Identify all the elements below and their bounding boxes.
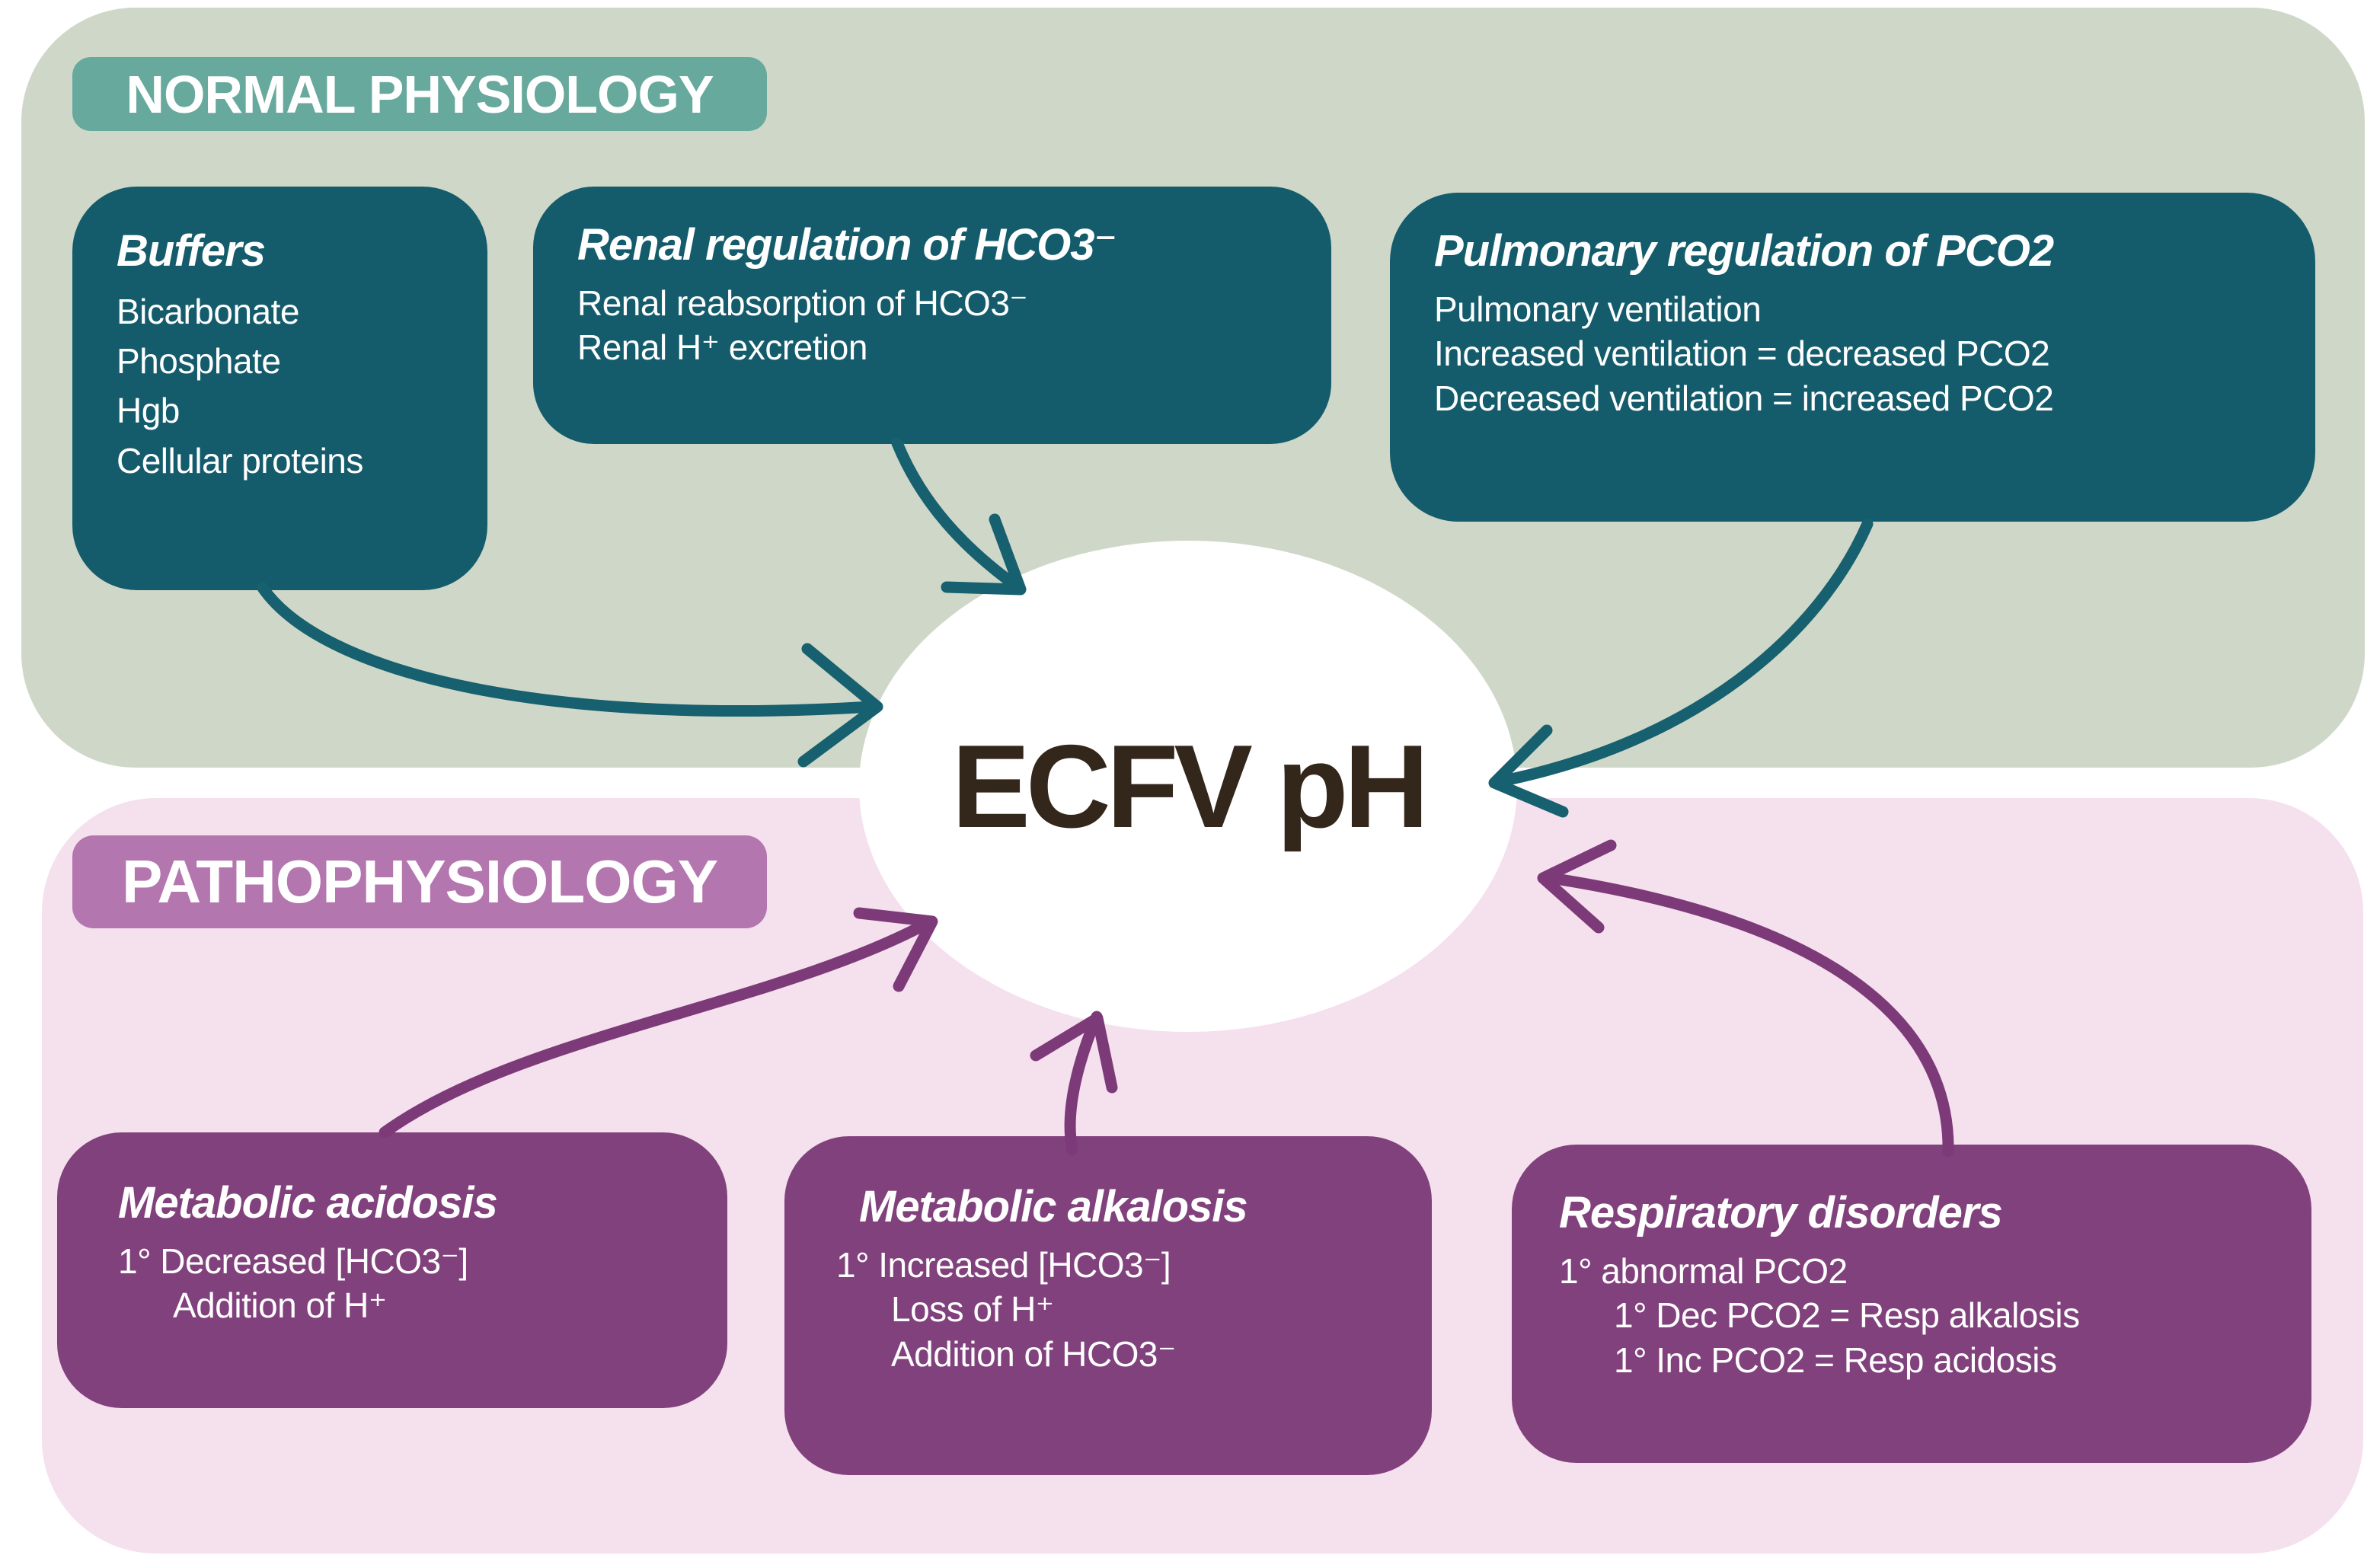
buffers-line: Bicarbonate [117,291,300,331]
normal-physiology-heading-label: NORMAL PHYSIOLOGY [126,64,714,124]
ecfv-ph-text: ECFV pH [951,720,1429,852]
ecfv-ph-oval [859,541,1517,1032]
metabolic-alkalosis-line: Addition of HCO3⁻ [891,1334,1176,1375]
buffers-title: Buffers [117,226,266,276]
renal-regulation-box: Renal regulation of HCO3⁻ Renal reabsorp… [533,187,1331,444]
buffers-line: Cellular proteins [117,440,363,481]
respiratory-disorders-box: Respiratory disorders 1° abnormal PCO2 1… [1512,1145,2311,1463]
metabolic-alkalosis-line: Loss of H⁺ [891,1289,1054,1330]
pathophysiology-heading-label: PATHOPHYSIOLOGY [121,848,718,915]
pulmonary-regulation-box: Pulmonary regulation of PCO2 Pulmonary v… [1390,193,2315,522]
buffers-line: Hgb [117,391,180,431]
normal-physiology-heading: NORMAL PHYSIOLOGY [72,57,767,131]
respiratory-disorders-line: 1° abnormal PCO2 [1559,1250,1848,1291]
metabolic-acidosis-line: Addition of H⁺ [173,1285,387,1326]
respiratory-disorders-title: Respiratory disorders [1559,1188,2003,1237]
buffers-line: Phosphate [117,340,281,381]
renal-regulation-title: Renal regulation of HCO3⁻ [577,220,1117,270]
metabolic-acidosis-line: 1° Decreased [HCO3⁻] [118,1241,468,1281]
metabolic-alkalosis-line: 1° Increased [HCO3⁻] [836,1244,1171,1285]
renal-line: Renal reabsorption of HCO3⁻ [577,283,1028,323]
respiratory-disorders-line: 1° Inc PCO2 = Resp acidosis [1614,1340,2057,1381]
renal-line: Renal H⁺ excretion [577,327,867,368]
buffers-box: Buffers Bicarbonate Phosphate Hgb Cellul… [72,187,487,590]
metabolic-acidosis-title: Metabolic acidosis [118,1178,498,1228]
metabolic-alkalosis-title: Metabolic alkalosis [859,1182,1248,1231]
pulmonary-regulation-title: Pulmonary regulation of PCO2 [1434,226,2054,276]
metabolic-alkalosis-box: Metabolic alkalosis 1° Increased [HCO3⁻]… [784,1136,1432,1475]
ecfv-ph-label: ECFV pH [859,541,1517,1032]
pulmonary-line: Decreased ventilation = increased PCO2 [1434,378,2054,419]
pulmonary-line: Pulmonary ventilation [1434,289,1762,329]
pathophysiology-heading: PATHOPHYSIOLOGY [72,835,767,928]
respiratory-disorders-line: 1° Dec PCO2 = Resp alkalosis [1614,1295,2080,1336]
pulmonary-line: Increased ventilation = decreased PCO2 [1434,334,2050,374]
metabolic-acidosis-box: Metabolic acidosis 1° Decreased [HCO3⁻] … [57,1132,727,1408]
